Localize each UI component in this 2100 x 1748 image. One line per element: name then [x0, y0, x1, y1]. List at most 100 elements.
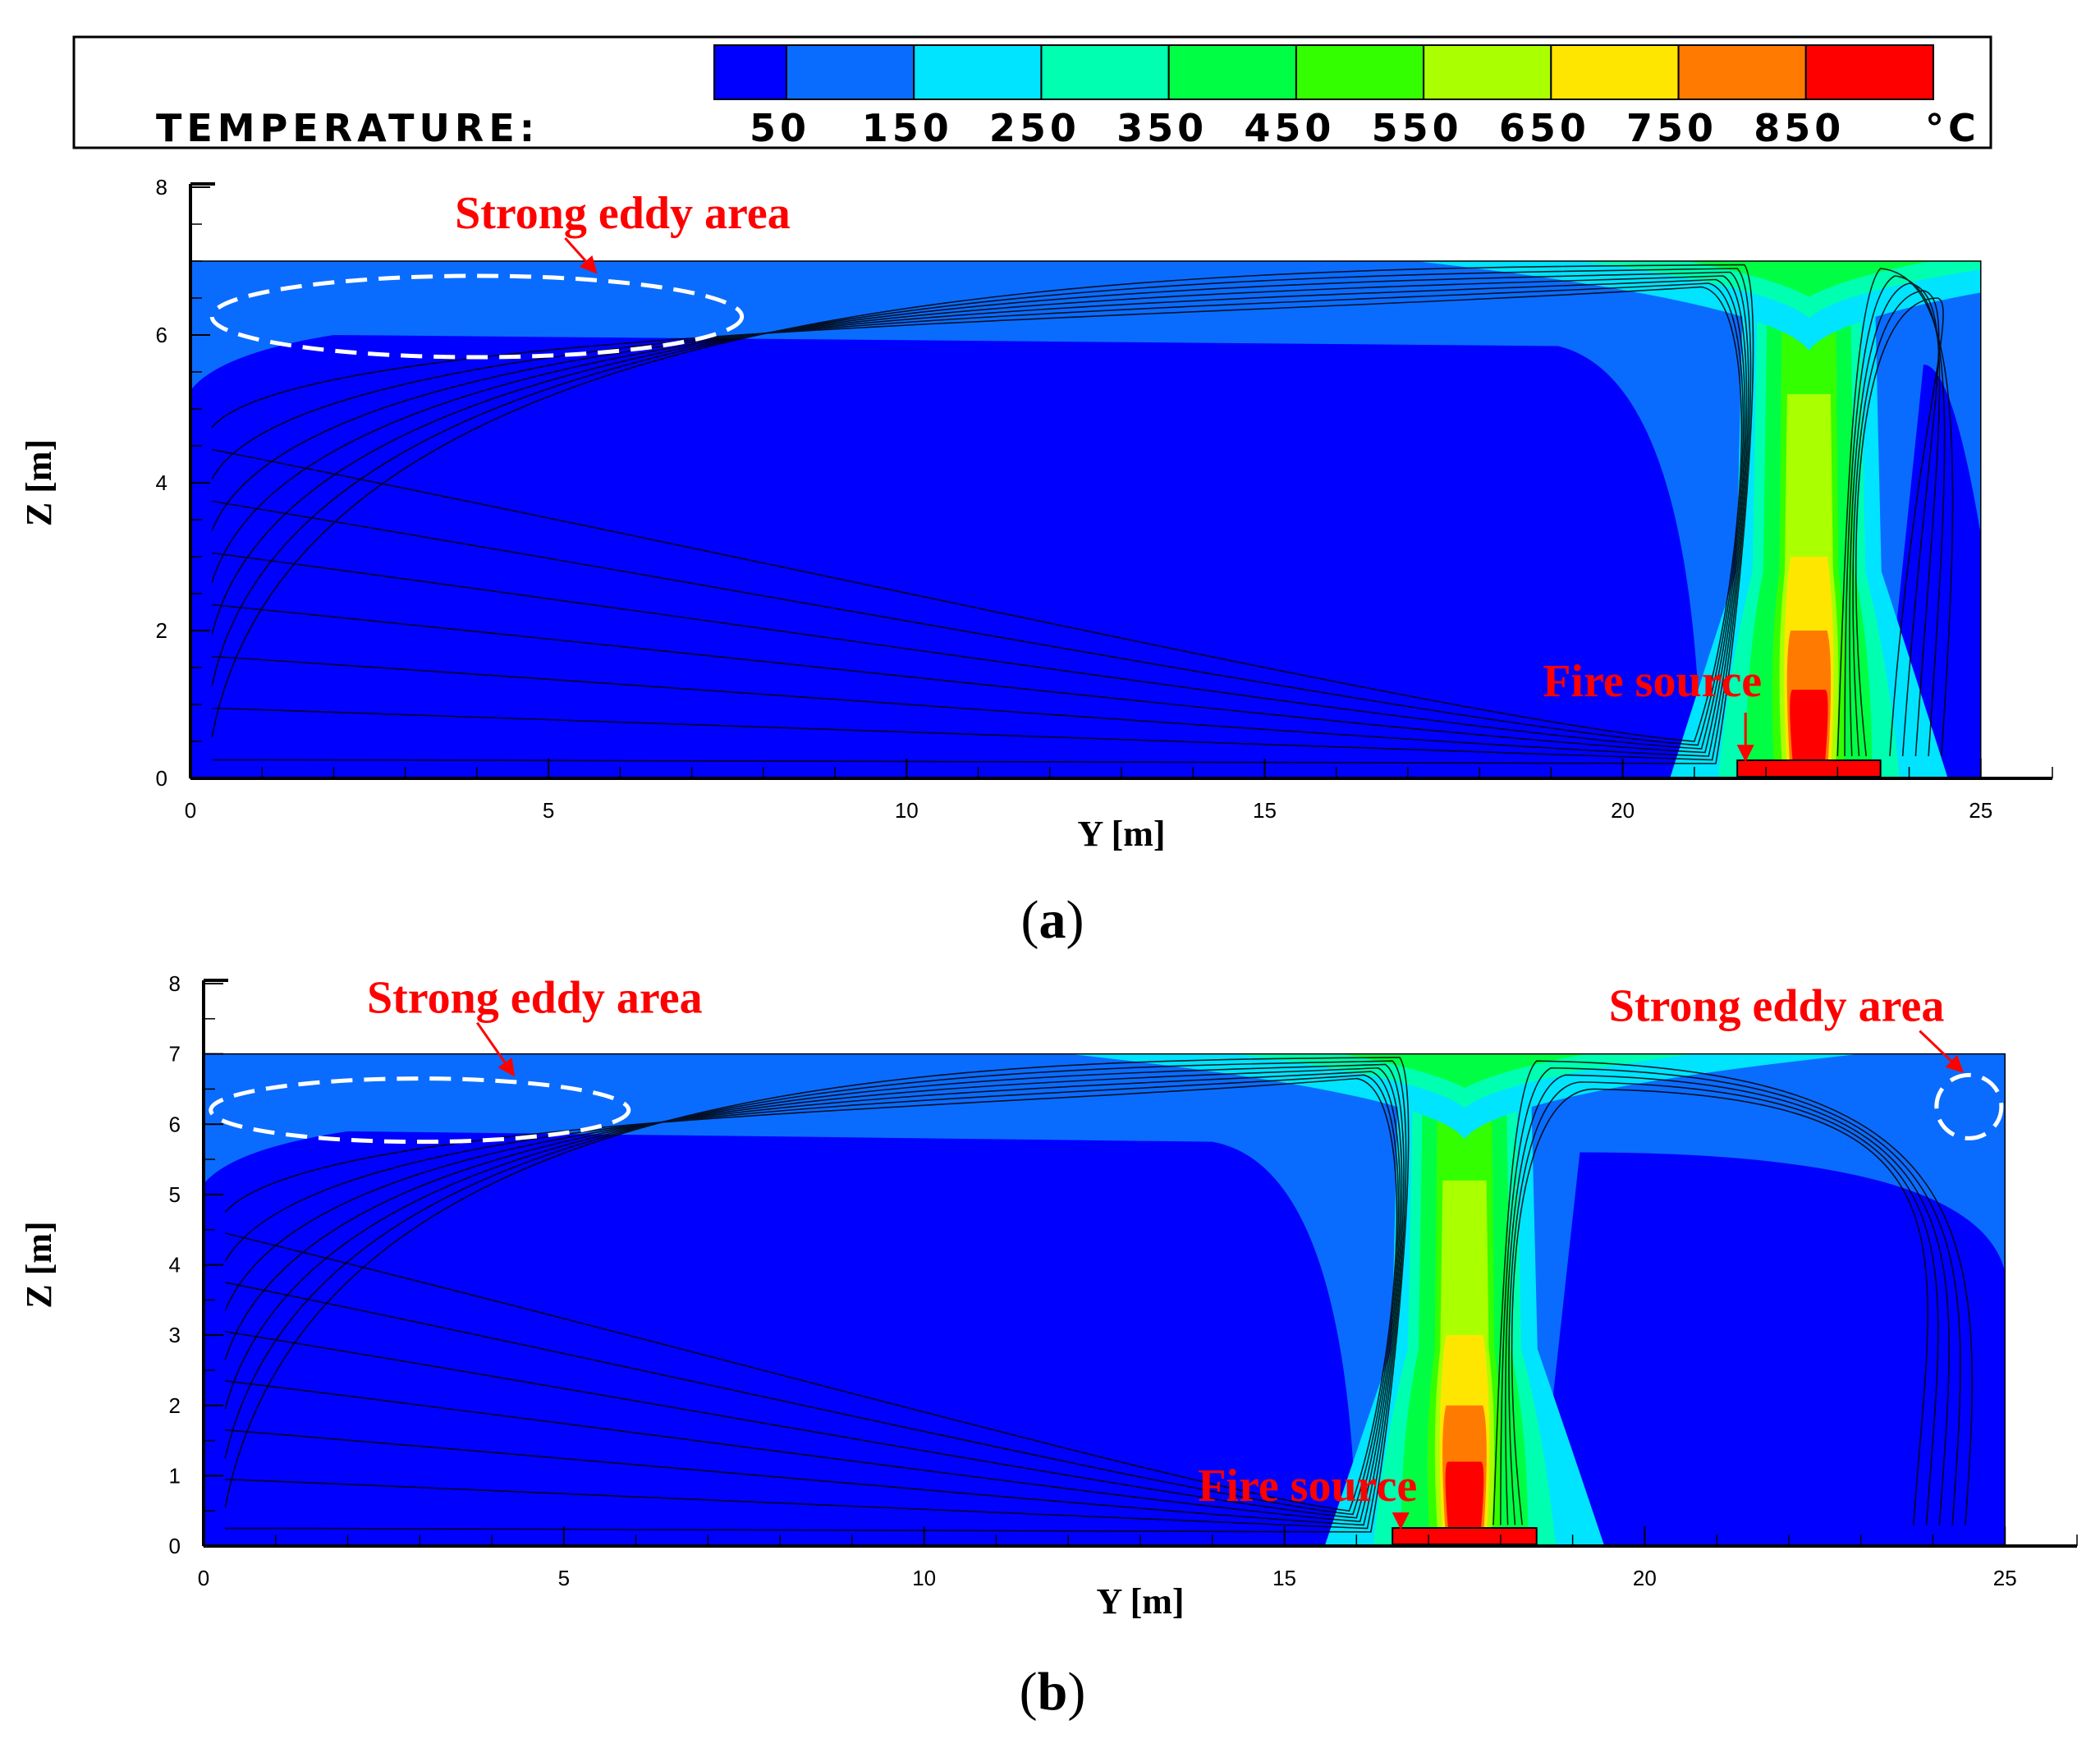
- streamline-left-1: [211, 268, 1752, 761]
- eddy-ellipse-1: [1934, 1072, 2004, 1140]
- eddy-ellipse-0: [209, 1076, 631, 1145]
- legend-swatch-0: [713, 44, 787, 100]
- streamline-right-0: [1492, 1060, 1974, 1525]
- eddy-annotation-label-1: Strong eddy area: [1609, 981, 1945, 1032]
- legend-unit: °C: [1925, 106, 1980, 150]
- legend-swatch-4: [1167, 44, 1297, 100]
- field-ceiling-level-3: [1580, 261, 1981, 319]
- fire-source-label: Fire source: [1543, 656, 1762, 707]
- y-tick-label-7: 7: [169, 1042, 181, 1067]
- streamline-right-3: [1852, 290, 1940, 757]
- temperature-field-1: [204, 1053, 2006, 1546]
- field-plume-level-9: [1445, 1461, 1484, 1546]
- y-tick-label-5: 5: [169, 1182, 181, 1207]
- field-ceiling-level-4: [1341, 1053, 1588, 1089]
- panel-label-b-close: ): [1067, 1662, 1085, 1722]
- streamline-left-2: [211, 271, 1749, 757]
- streamline-right-4: [1511, 1088, 1928, 1525]
- panel-label-b-letter: b: [1038, 1662, 1068, 1722]
- legend-swatch-5: [1295, 44, 1425, 100]
- fire-source-block: [1392, 1527, 1538, 1545]
- x-tick-label-0: 0: [185, 798, 196, 823]
- legend-tick-450: 450: [1244, 106, 1335, 150]
- legend-color-bar: [713, 44, 1935, 100]
- panel-label-a-close: ): [1066, 890, 1084, 950]
- legend-tick-550: 550: [1372, 106, 1463, 150]
- x-tick-label-10: 10: [912, 1566, 936, 1590]
- legend-tick-150: 150: [862, 106, 953, 150]
- streamline-left-3: [211, 275, 1748, 754]
- y-tick-label-2: 2: [169, 1393, 181, 1418]
- streamline-right-1: [1500, 1067, 1961, 1525]
- streamline-left-1: [224, 1060, 1407, 1530]
- x-tick-label-0: 0: [198, 1566, 209, 1590]
- legend-tick-labels: 50 150 250 350 450 550 650 750 850: [750, 106, 1845, 150]
- streamline-left-2: [224, 1063, 1405, 1526]
- y-axis-label: Z [m]: [19, 439, 59, 526]
- x-tick-label-5: 5: [543, 798, 554, 823]
- eddy-annotation-arrow-1: [1919, 1030, 1964, 1073]
- x-tick-label-15: 15: [1272, 1566, 1296, 1590]
- streamline-right-2: [1505, 1074, 1950, 1525]
- y-tick-label-3: 3: [169, 1323, 181, 1347]
- x-tick-label-20: 20: [1611, 798, 1635, 823]
- streamline-right-1: [1844, 275, 1946, 757]
- panel-label-b: (b): [1020, 1662, 1086, 1722]
- field-ceiling-level-4: [1687, 261, 1931, 297]
- temperature-legend: TEMPERATURE: 50 150 250 350 450 550 650 750 850 …: [72, 35, 1992, 150]
- legend-tick-850: 850: [1754, 106, 1845, 150]
- y-tick-label-2: 2: [156, 618, 167, 643]
- y-tick-label-8: 8: [169, 971, 181, 996]
- y-tick-label-4: 4: [156, 470, 167, 495]
- y-tick-label-0: 0: [169, 1534, 181, 1558]
- panel-a-heatmap: 0 5 10 15 20 25 0 2 4 6 8 Y [m] Z [m] Strong eddy are…: [19, 175, 2053, 854]
- temperature-field-0: [190, 261, 1981, 778]
- x-tick-label-10: 10: [895, 798, 919, 823]
- legend-swatch-1: [786, 44, 915, 100]
- streamline-left-3: [224, 1067, 1403, 1522]
- x-axis-label: Y [m]: [1096, 1581, 1184, 1622]
- field-layer-150: [204, 1053, 2006, 1546]
- streamlines: [211, 264, 1954, 764]
- streamline-right-4: [1855, 297, 1944, 757]
- legend-swatch-2: [913, 44, 1043, 100]
- eddy-annotation-arrow-0: [476, 1021, 516, 1077]
- fire-source-label: Fire source: [1198, 1461, 1417, 1512]
- streamline-left-5: [224, 1074, 1400, 1516]
- panel-label-a-letter: a: [1039, 890, 1066, 950]
- legend-swatch-8: [1677, 44, 1807, 100]
- y-tick-label-6: 6: [169, 1112, 181, 1136]
- streamline-right-3: [1508, 1081, 1939, 1525]
- legend-tick-50: 50: [750, 106, 810, 150]
- x-tick-label-15: 15: [1253, 798, 1277, 823]
- legend-tick-650: 650: [1499, 106, 1590, 150]
- x-tick-label-20: 20: [1633, 1566, 1657, 1590]
- legend-swatch-7: [1550, 44, 1680, 100]
- legend-tick-750: 750: [1626, 106, 1717, 150]
- y-tick-label-6: 6: [156, 323, 167, 347]
- streamline-left-6: [211, 286, 1743, 742]
- panel-b-heatmap: 0 5 10 15 20 25 0 1 2 3 4 5 6 7 8 Y [m] Z [m] Strong eddy…: [19, 971, 2078, 1622]
- fire-source-block: [1736, 759, 1882, 778]
- eddy-annotation-label-0: Strong eddy area: [455, 188, 791, 239]
- legend-tick-250: 250: [989, 106, 1080, 150]
- streamline-left-5: [211, 282, 1745, 746]
- streamline-right-2: [1849, 282, 1941, 757]
- panel-label-a-open: (: [1021, 890, 1039, 950]
- legend-swatch-3: [1040, 44, 1170, 100]
- y-tick-label-8: 8: [156, 175, 167, 200]
- legend-swatch-6: [1423, 44, 1552, 100]
- legend-title: TEMPERATURE:: [156, 106, 539, 150]
- y-tick-label-1: 1: [169, 1463, 181, 1488]
- y-axis-label: Z [m]: [19, 1221, 59, 1308]
- panel-label-a: (a): [1021, 890, 1084, 950]
- eddy-annotation-label-0: Strong eddy area: [367, 973, 703, 1024]
- legend-swatch-9: [1804, 44, 1935, 100]
- streamline-right-0: [1836, 268, 1954, 757]
- x-axis-label: Y [m]: [1077, 814, 1165, 854]
- eddy-annotation-arrow-0: [564, 236, 598, 274]
- eddy-ellipse-0: [209, 273, 745, 360]
- x-tick-label-5: 5: [558, 1566, 570, 1590]
- field-plume-level-9: [1790, 690, 1828, 778]
